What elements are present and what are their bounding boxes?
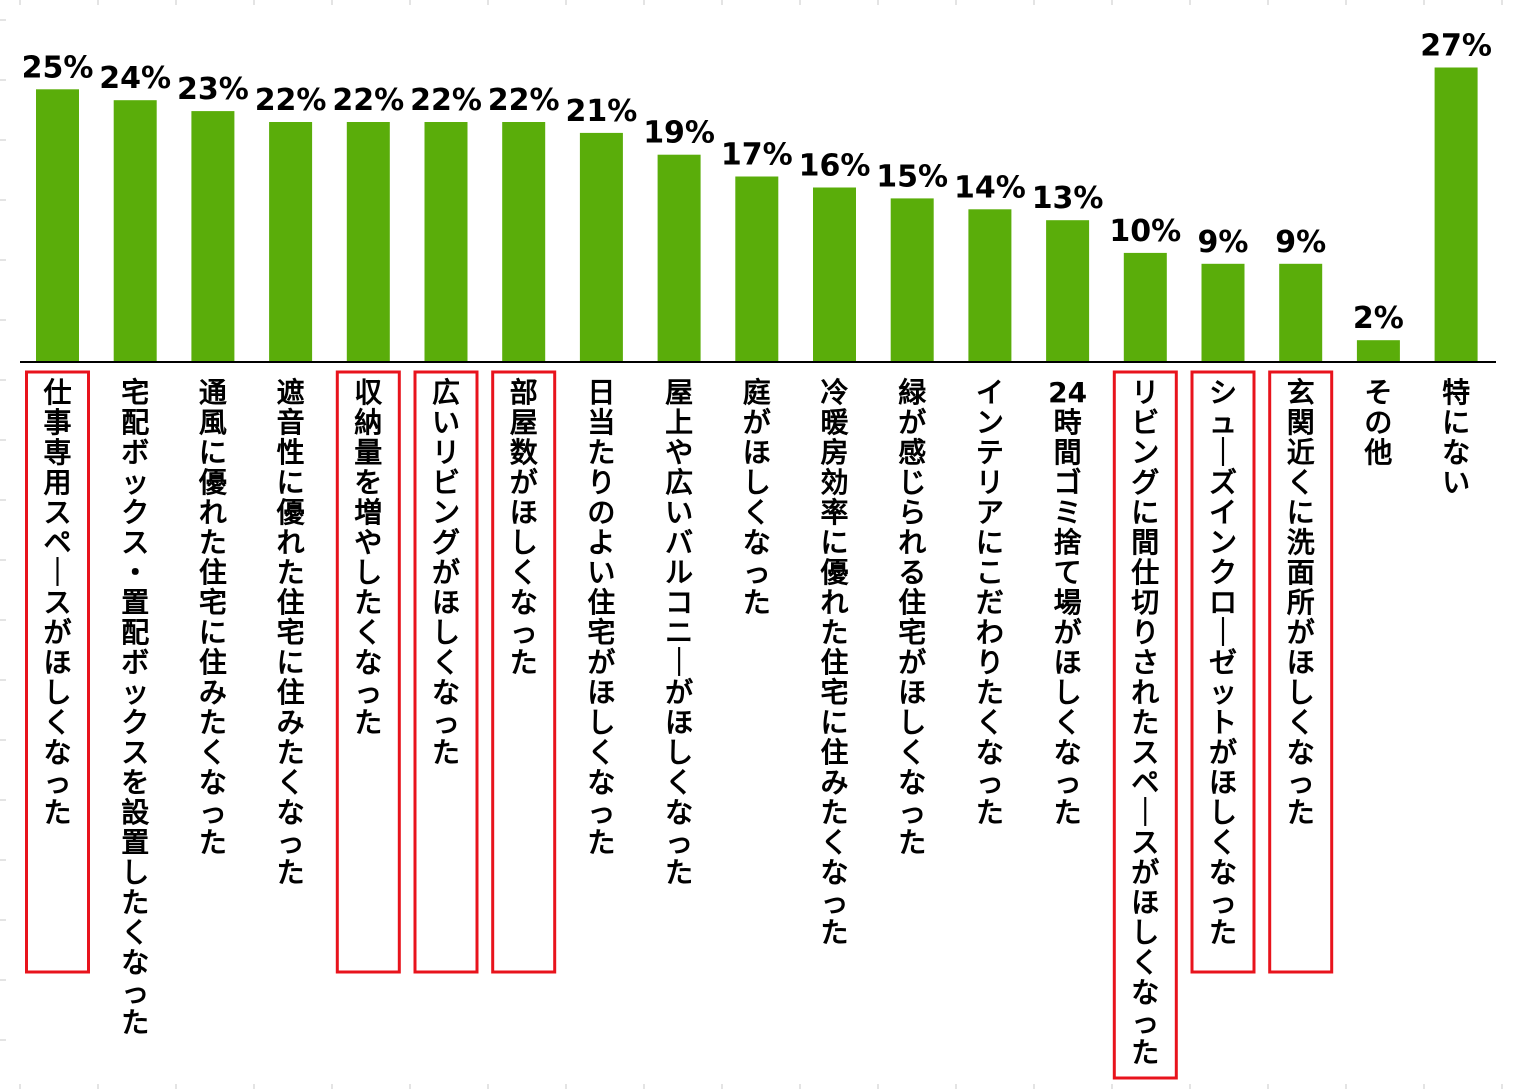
highlight-box xyxy=(25,370,90,974)
category-label: 通風に優れた住宅に住みたくなった xyxy=(198,376,228,859)
highlight-box xyxy=(491,370,557,974)
bar xyxy=(502,122,546,362)
highlight-boxes xyxy=(25,370,1334,1080)
category-label: 庭がほしくなった xyxy=(743,376,771,619)
bar xyxy=(269,122,313,362)
category-label: 部屋数がほしくなった xyxy=(510,376,539,679)
value-label: 15% xyxy=(876,159,948,194)
category-label: 宅配ボックス・置配ボックスを設置したくなった xyxy=(121,376,150,1039)
bars xyxy=(36,67,1478,363)
highlight-box xyxy=(1190,370,1256,974)
value-label: 24% xyxy=(99,61,171,96)
category-label: シュ｜ズインクロ｜ゼットがほしくなった xyxy=(1209,376,1237,949)
value-label: 22% xyxy=(332,83,404,118)
category-label: インテリアにこだわりたくなった xyxy=(976,376,1004,829)
bar xyxy=(113,100,157,362)
value-label: 14% xyxy=(954,170,1026,205)
bar xyxy=(424,122,468,362)
bar xyxy=(1356,340,1400,362)
bar xyxy=(1434,67,1478,362)
bar xyxy=(1279,263,1323,362)
category-label: 屋上や広いバルコニ｜がほしくなった xyxy=(665,376,693,889)
highlight-box xyxy=(335,370,401,974)
category-label: 玄関近くに洗面所がほしくなった xyxy=(1287,376,1315,829)
value-label: 22% xyxy=(255,83,327,118)
category-labels: 仕事専用スペ｜スがほしくなった 宅配ボックス・置配ボックスを設置したくなった 通風に… xyxy=(42,376,1470,1069)
bar xyxy=(346,122,390,362)
bar xyxy=(579,132,623,362)
value-label: 21% xyxy=(565,94,637,129)
bar xyxy=(657,154,701,362)
bar xyxy=(813,187,856,362)
category-label: 冷暖房効率に優れた住宅に住みたくなった xyxy=(819,376,849,949)
highlight-box xyxy=(1268,370,1334,974)
category-label: 24 時間ゴミ捨て場がほしくなった xyxy=(1048,376,1087,829)
bar xyxy=(890,198,934,362)
highlight-box xyxy=(1112,370,1178,1080)
category-label: 特にない xyxy=(1442,376,1470,499)
bar xyxy=(735,176,779,362)
value-label: 16% xyxy=(799,149,871,184)
value-labels: 25% 24% 23% 22% 22% 22% 22% 21%19%17% 16% 15% 14% 1… xyxy=(22,29,1492,337)
value-label: 9% xyxy=(1275,225,1326,260)
value-label: 25% xyxy=(22,50,94,85)
value-label: 13% xyxy=(1032,181,1104,216)
value-label: 9% xyxy=(1198,225,1249,260)
bar xyxy=(36,89,79,363)
value-label: 23% xyxy=(177,72,249,107)
bar xyxy=(1123,252,1167,362)
category-label: 遮音性に優れた住宅に住みたくなった xyxy=(276,376,306,889)
value-label: 22% xyxy=(488,83,560,118)
category-label: 広いリビングがほしくなった xyxy=(432,376,460,769)
highlight-box xyxy=(413,370,479,974)
value-label: 17% xyxy=(721,138,793,173)
category-label: 緑が感じられる住宅がほしくなった xyxy=(898,376,927,859)
bar xyxy=(1046,220,1090,362)
value-label: 27% xyxy=(1420,29,1492,64)
category-label: 収納量を増やしたくなった xyxy=(354,376,383,739)
category-label: リビングに間仕切りされたスペ｜スがほしくなった xyxy=(1130,376,1159,1069)
bar xyxy=(1201,263,1245,362)
value-label: 2% xyxy=(1353,301,1404,336)
bar xyxy=(191,111,235,362)
category-label: 日当たりのよい住宅がほしくなった xyxy=(587,376,615,859)
value-label: 22% xyxy=(410,83,482,118)
value-label: 19% xyxy=(643,116,715,151)
value-label: 10% xyxy=(1109,214,1181,249)
bar xyxy=(968,209,1012,362)
category-label: その他 xyxy=(1363,376,1392,469)
category-label: 仕事専用スペ｜スがほしくなった xyxy=(42,376,71,829)
